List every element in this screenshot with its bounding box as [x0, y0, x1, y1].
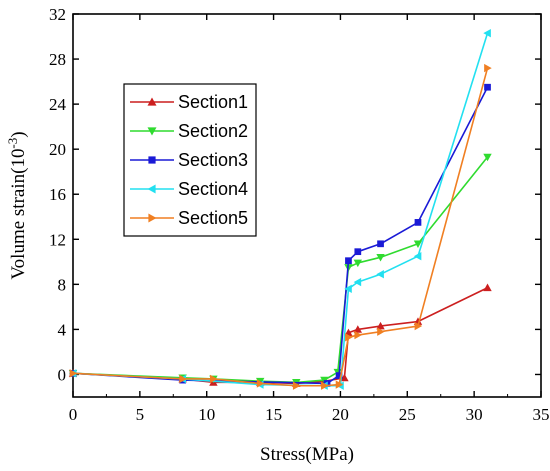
- y-tick-label: 12: [49, 230, 66, 249]
- legend-marker: [147, 127, 157, 136]
- data-point: [376, 270, 384, 279]
- data-point: [210, 374, 218, 384]
- data-point: [335, 372, 343, 379]
- x-tick-label: 20: [332, 405, 349, 424]
- series-line: [72, 67, 489, 387]
- legend-item: Section3: [130, 150, 248, 170]
- data-point: [413, 251, 422, 261]
- data-point: [483, 283, 492, 292]
- y-tick-label: 20: [49, 140, 66, 159]
- legend-item: Section5: [130, 208, 248, 228]
- data-point: [353, 259, 363, 268]
- legend-item: Section2: [130, 121, 248, 141]
- data-point: [69, 369, 78, 378]
- legend-label: Section5: [178, 208, 248, 228]
- data-point: [483, 153, 492, 162]
- x-tick-label: 0: [69, 405, 78, 424]
- x-axis-title: Stress(MPa): [260, 444, 354, 465]
- legend-marker: [148, 156, 156, 164]
- legend-marker: [147, 184, 156, 194]
- data-point: [256, 379, 265, 388]
- data-point: [345, 333, 353, 342]
- legend-item: Section1: [130, 92, 248, 112]
- data-point: [353, 325, 363, 333]
- data-point: [414, 321, 423, 331]
- data-point: [484, 63, 492, 73]
- data-point: [335, 380, 344, 389]
- y-axis-title-close: ): [8, 131, 29, 137]
- y-tick-label: 4: [58, 320, 67, 339]
- data-point: [292, 381, 301, 390]
- legend-label: Section4: [178, 179, 248, 199]
- data-point: [353, 277, 362, 287]
- x-tick-label: 25: [399, 405, 416, 424]
- data-point: [376, 253, 385, 262]
- y-tick-label: 24: [49, 95, 67, 114]
- data-point: [179, 374, 187, 384]
- y-tick-label: 8: [58, 275, 67, 294]
- data-point: [344, 284, 352, 294]
- data-point: [483, 28, 491, 38]
- data-point: [484, 83, 491, 91]
- series-line: [72, 287, 488, 385]
- data-point: [377, 240, 384, 248]
- legend-marker: [147, 97, 157, 106]
- data-point: [340, 373, 349, 382]
- legend-label: Section2: [178, 121, 248, 141]
- legend-marker: [148, 213, 157, 223]
- x-tick-label: 15: [265, 405, 282, 424]
- data-point: [377, 327, 385, 336]
- series-1: [68, 283, 492, 387]
- y-tick-label: 28: [49, 50, 66, 69]
- legend-label: Section1: [178, 92, 248, 112]
- y-tick-label: 0: [58, 365, 67, 384]
- series-4: [68, 28, 491, 390]
- y-tick-label: 32: [49, 5, 66, 24]
- series-5: [69, 63, 492, 390]
- x-tick-label: 35: [533, 405, 550, 424]
- y-tick-label: 16: [49, 185, 66, 204]
- data-point: [354, 330, 363, 340]
- data-point: [413, 240, 423, 248]
- y-axis-title-base: Volume strain(10: [8, 149, 29, 280]
- y-axis-title: Volume strain(10-3): [5, 131, 29, 279]
- x-tick-label: 10: [198, 405, 215, 424]
- legend-item: Section4: [130, 179, 248, 199]
- x-tick-label: 5: [136, 405, 145, 424]
- data-point: [345, 257, 352, 265]
- x-tick-label: 30: [466, 405, 483, 424]
- data-point: [376, 321, 385, 330]
- y-axis-title-exponent: -3: [5, 138, 20, 149]
- series-line: [72, 32, 489, 387]
- data-point: [321, 381, 329, 390]
- data-point: [354, 248, 362, 256]
- legend-label: Section3: [178, 150, 248, 170]
- data-point: [414, 219, 422, 226]
